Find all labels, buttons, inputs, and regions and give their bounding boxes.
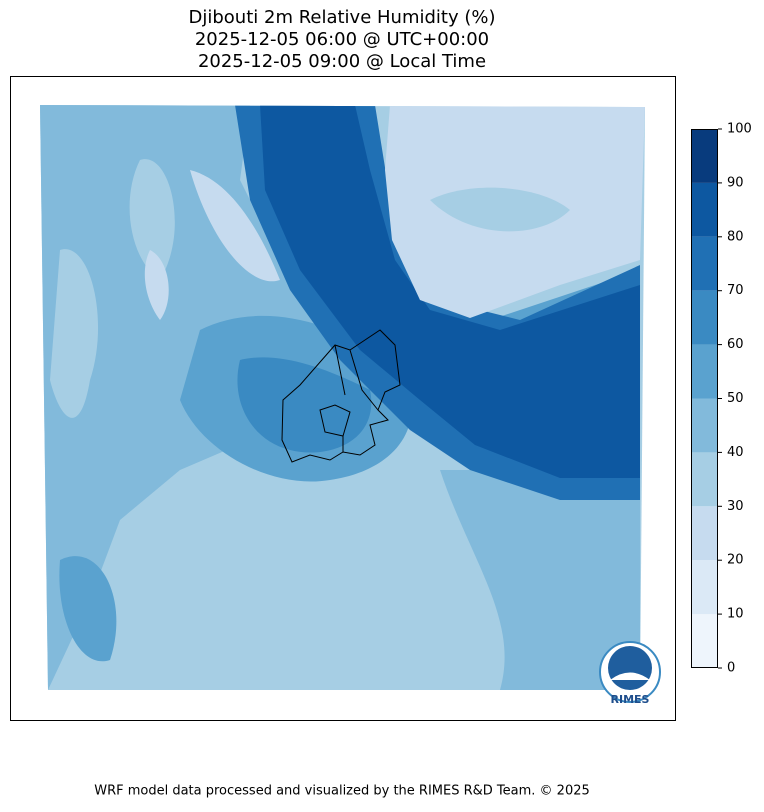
colorbar-tick-label: 60 [727, 337, 744, 352]
colorbar-tick-label: 70 [727, 283, 744, 298]
title-line: Djibouti 2m Relative Humidity (%) [189, 7, 496, 28]
colorbar-tick-label: 80 [727, 229, 744, 244]
footer: WRF model data processed and visualized … [94, 784, 590, 799]
colorbar-tick-label: 100 [727, 122, 752, 137]
colorbar-tick-label: 50 [727, 391, 744, 406]
map-field [40, 105, 645, 690]
title-line: 2025-12-05 09:00 @ Local Time [198, 51, 486, 72]
colorbar-band [691, 560, 718, 615]
colorbar-tick-label: 10 [727, 607, 744, 622]
logo: RIMES [599, 641, 661, 706]
colorbar-band [691, 614, 718, 668]
logo-text: RIMES [611, 693, 650, 706]
colorbar: 0 10 20 30 40 50 60 70 80 90 100 [691, 122, 752, 676]
colorbar-tick-label: 90 [727, 175, 744, 190]
colorbar-tick-label: 20 [727, 553, 744, 568]
colorbar-band [691, 452, 718, 507]
colorbar-outline [691, 129, 718, 668]
colorbar-band [691, 506, 718, 561]
colorbar-tick-label: 40 [727, 445, 744, 460]
colorbar-tick-label: 30 [727, 499, 744, 514]
colorbar-band [691, 398, 718, 453]
colorbar-tick-label: 0 [727, 661, 735, 676]
colorbar-band [691, 236, 718, 291]
colorbar-band [691, 129, 718, 183]
title-line: 2025-12-05 06:00 @ UTC+00:00 [195, 29, 489, 50]
colorbar-band [691, 344, 718, 399]
colorbar-band [691, 182, 718, 237]
colorbar-band [691, 290, 718, 345]
